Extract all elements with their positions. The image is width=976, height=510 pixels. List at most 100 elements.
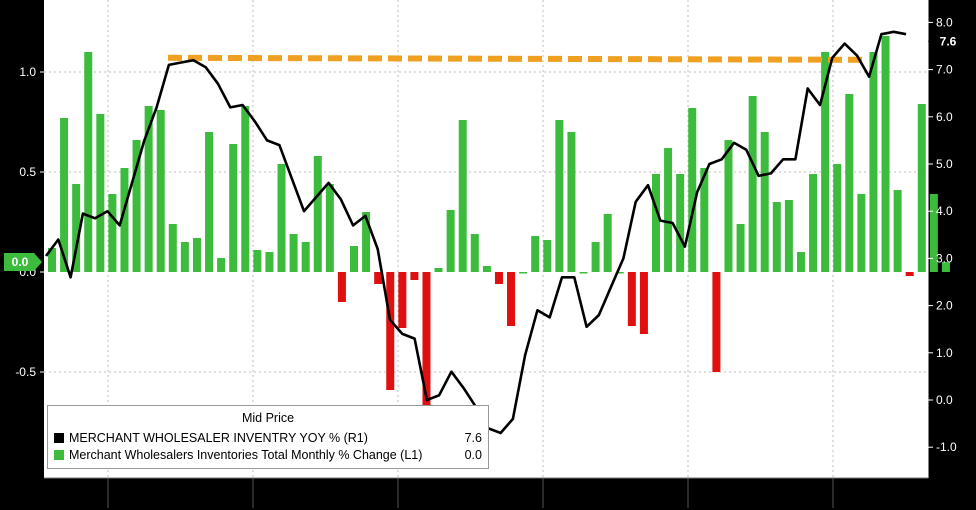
right-tick-label: 4.0 — [936, 204, 953, 218]
bar — [422, 272, 431, 406]
bar — [881, 36, 890, 272]
bar — [410, 272, 419, 280]
left-tick-label: 0.5 — [19, 165, 36, 179]
x-axis: 2013 2014 2015 2016 2017 2018 2019 — [44, 477, 928, 508]
left-last-value-flag — [4, 253, 42, 271]
bar — [519, 272, 528, 274]
x-tick-label: 2018 — [747, 488, 774, 502]
bar — [676, 174, 685, 272]
left-tick-label: -0.5 — [15, 365, 36, 379]
bar — [48, 248, 56, 272]
right-tick-label: 1.0 — [936, 346, 953, 360]
bar — [289, 234, 298, 272]
bar — [241, 106, 250, 272]
bar — [180, 242, 189, 272]
bar — [277, 164, 286, 272]
bar — [724, 140, 733, 272]
bar — [458, 120, 467, 272]
bar — [446, 210, 455, 272]
bar — [434, 268, 443, 272]
x-tick-label: 2016 — [457, 488, 484, 502]
legend-value-monthly: 0.0 — [464, 448, 482, 462]
bar — [857, 194, 866, 272]
bar — [627, 272, 636, 326]
bar — [168, 224, 177, 272]
bar — [941, 262, 950, 272]
bar — [555, 120, 564, 272]
bar — [84, 52, 93, 272]
bar — [688, 108, 697, 272]
right-last-value-flag — [928, 31, 968, 52]
left-last-value-label: 0.0 — [12, 255, 29, 269]
bar — [639, 272, 648, 334]
bar — [144, 106, 153, 272]
x-tick-label: 2015 — [312, 488, 339, 502]
bar — [132, 140, 141, 272]
bar — [748, 96, 757, 272]
right-last-value-label: 7.6 — [940, 34, 957, 48]
bar — [301, 242, 310, 272]
bar — [205, 132, 214, 272]
bar — [362, 212, 371, 272]
bar — [652, 174, 660, 272]
legend-label-yoy: MERCHANT WHOLESALER INVENTRY YOY % (R1) — [69, 431, 368, 445]
bar — [470, 234, 479, 272]
bar — [229, 144, 238, 272]
left-tick-label: 1.0 — [19, 65, 36, 79]
bar — [482, 266, 491, 272]
right-tick-label: 0.0 — [936, 393, 953, 407]
bar — [664, 148, 673, 272]
bar — [192, 238, 201, 272]
bar — [313, 156, 322, 272]
bar — [507, 272, 516, 326]
x-tick-label: 2019 — [868, 488, 895, 502]
bar — [615, 272, 624, 274]
legend-row-yoy: MERCHANT WHOLESALER INVENTRY YOY % (R1) … — [54, 430, 482, 446]
bar — [325, 184, 334, 272]
x-tick-label: 2017 — [602, 488, 629, 502]
bar — [120, 168, 129, 272]
right-tick-label: 5.0 — [936, 157, 953, 171]
bar — [784, 200, 793, 272]
bar — [494, 272, 503, 284]
bar — [591, 242, 600, 272]
right-tick-label: -1.0 — [936, 440, 957, 454]
bar — [893, 190, 902, 272]
right-axis: 8.0 7.0 6.0 5.0 4.0 3.0 2.0 1.0 0.0 -1.0 — [927, 0, 957, 478]
legend-value-yoy: 7.6 — [464, 431, 482, 445]
bar — [760, 132, 769, 272]
bar — [712, 272, 721, 372]
bar — [543, 240, 552, 272]
bar — [386, 272, 395, 390]
bar — [72, 184, 81, 272]
bar — [905, 272, 914, 276]
bar — [869, 52, 878, 272]
bar — [809, 174, 818, 272]
bar — [821, 52, 830, 272]
bar — [60, 118, 69, 272]
reference-dashed-line — [167, 54, 863, 63]
legend-row-monthly: Merchant Wholesalers Inventories Total M… — [54, 447, 482, 463]
reference-line — [167, 54, 863, 63]
bar — [265, 252, 274, 272]
bar — [833, 164, 842, 272]
bar — [796, 252, 805, 272]
right-tick-label: 8.0 — [936, 15, 953, 29]
bar — [531, 236, 540, 272]
legend-title: Mid Price — [241, 411, 295, 425]
bar — [603, 214, 612, 272]
legend-label-monthly: Merchant Wholesalers Inventories Total M… — [69, 448, 423, 462]
right-tick-label: 6.0 — [936, 110, 953, 124]
bar — [567, 132, 576, 272]
bar — [253, 250, 262, 272]
bar — [398, 272, 407, 328]
bar — [96, 114, 105, 272]
legend: Mid Price MERCHANT WHOLESALER INVENTRY Y… — [47, 405, 489, 469]
bar — [845, 94, 854, 272]
bar — [374, 272, 383, 284]
gridlines — [44, 0, 928, 478]
bar — [700, 168, 709, 272]
bar-series — [48, 36, 950, 406]
